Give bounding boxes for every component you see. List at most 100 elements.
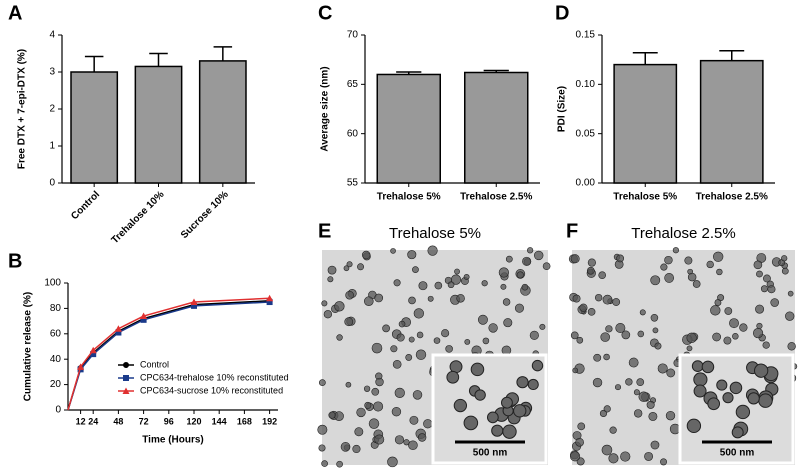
x-tick-label: Trehalose 5% — [613, 192, 677, 203]
particle — [361, 250, 371, 260]
marker — [114, 325, 122, 332]
particle — [577, 422, 586, 431]
particle — [602, 294, 613, 305]
marker — [266, 294, 274, 302]
particle — [570, 331, 579, 340]
particle — [570, 451, 581, 462]
particle — [474, 389, 486, 401]
particle — [357, 263, 365, 271]
particle — [390, 345, 398, 353]
particle — [739, 323, 748, 332]
particle — [394, 387, 405, 398]
particle — [593, 353, 602, 362]
particle — [502, 298, 511, 306]
y-tick-label: 0.00 — [576, 178, 596, 189]
particle — [781, 267, 789, 275]
particle — [317, 424, 328, 435]
particle — [723, 336, 732, 345]
particle — [621, 330, 631, 340]
particle — [603, 353, 610, 361]
particle — [707, 397, 721, 411]
particle — [729, 381, 743, 395]
particle — [686, 418, 702, 434]
particle — [781, 255, 788, 262]
x-axis-title: Time (Hours) — [142, 435, 204, 446]
particle — [433, 337, 441, 344]
image-title: Trehalose 2.5% — [631, 225, 736, 242]
particle — [482, 337, 490, 345]
particle — [491, 424, 504, 437]
particle — [767, 285, 776, 294]
particle — [601, 444, 613, 456]
particle — [575, 437, 584, 447]
particle — [633, 389, 640, 396]
particle — [660, 263, 668, 271]
particle — [463, 415, 479, 431]
particle — [603, 405, 611, 413]
particle — [755, 304, 765, 314]
y-tick-label: 60 — [50, 328, 62, 339]
x-tick-label: 120 — [186, 416, 201, 426]
x-tick-label: 24 — [88, 416, 98, 426]
x-tick-label: 168 — [237, 416, 252, 426]
particle — [344, 317, 354, 327]
particle — [652, 327, 659, 334]
particle — [534, 250, 544, 261]
y-tick-label: 4 — [49, 30, 55, 41]
particle — [572, 294, 581, 303]
particle — [441, 329, 450, 338]
particle — [747, 392, 760, 405]
particle — [503, 318, 513, 328]
particle — [454, 268, 460, 275]
particle — [638, 391, 649, 402]
particle — [408, 336, 415, 343]
legend-label: CPC634-sucrose 10% reconstituted — [140, 385, 283, 395]
particle — [754, 363, 769, 378]
particle — [327, 276, 334, 283]
marker — [123, 375, 129, 381]
x-tick-label: Trehalose 10% — [110, 189, 167, 246]
particle — [345, 381, 352, 388]
particle — [500, 283, 507, 290]
particle — [516, 271, 524, 279]
particle — [356, 407, 366, 418]
particle — [712, 332, 722, 342]
y-axis-title: Average size (nm) — [320, 66, 331, 151]
particle — [464, 339, 471, 345]
particle — [756, 322, 763, 330]
particle — [415, 349, 427, 360]
particle — [398, 320, 406, 328]
particle — [346, 261, 353, 268]
particle — [609, 426, 617, 434]
particle — [785, 311, 795, 321]
particle — [336, 460, 343, 468]
particle — [615, 323, 626, 333]
particle — [412, 266, 419, 274]
particle — [660, 458, 668, 466]
particle — [405, 354, 413, 361]
particle — [724, 307, 733, 315]
y-tick-label: 80 — [50, 303, 62, 314]
panel-letter: F — [566, 220, 578, 242]
particle — [650, 440, 660, 450]
particle — [665, 410, 676, 421]
particle — [684, 256, 693, 265]
particle — [657, 363, 668, 374]
particle — [729, 318, 739, 329]
particle — [735, 404, 751, 420]
particle — [336, 334, 343, 341]
particle — [691, 360, 704, 372]
particle — [687, 272, 697, 282]
y-tick-label: 0 — [49, 178, 55, 189]
particle — [412, 390, 423, 400]
particle — [686, 345, 693, 352]
particle — [382, 324, 390, 333]
particle — [375, 377, 384, 387]
marker — [140, 312, 148, 320]
particle — [391, 407, 402, 417]
particle — [396, 333, 405, 342]
x-tick-label: 48 — [113, 416, 123, 426]
panel-letter: E — [318, 220, 331, 242]
particle — [500, 396, 513, 409]
particle — [664, 273, 675, 283]
